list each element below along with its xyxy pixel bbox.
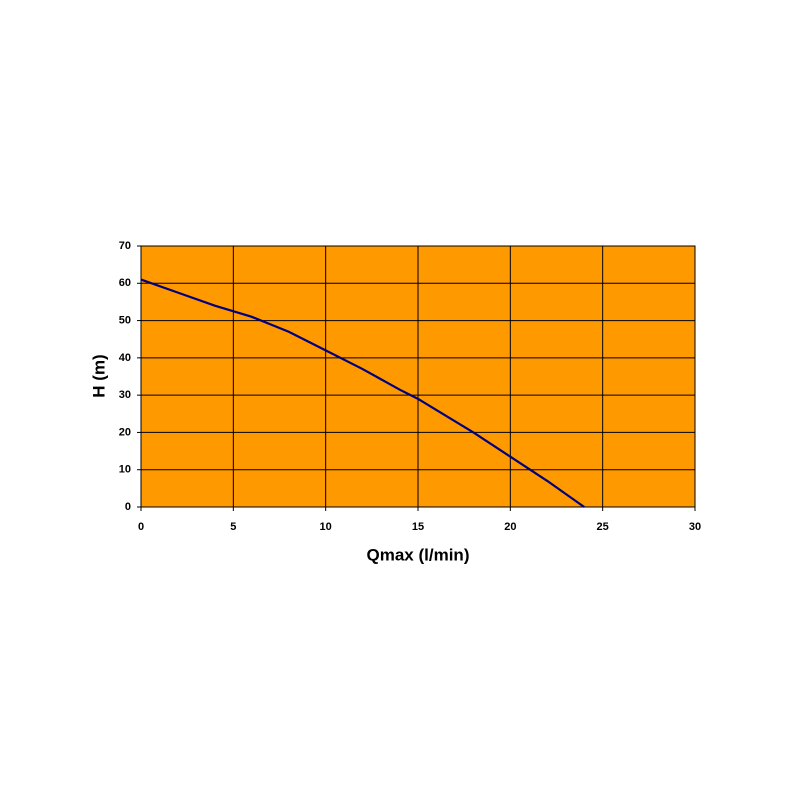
- y-tick-label: 30: [119, 389, 131, 401]
- x-axis-title: Qmax (l/min): [367, 545, 470, 564]
- y-tick-label: 50: [119, 314, 131, 326]
- y-tick-label: 20: [119, 426, 131, 438]
- x-tick-label: 20: [504, 521, 516, 533]
- x-tick-label: 0: [138, 521, 144, 533]
- data-line: [140, 278, 585, 508]
- x-tick-label: 30: [689, 521, 701, 533]
- y-tick-label: 40: [119, 352, 131, 364]
- y-tick-label: 70: [119, 240, 131, 252]
- x-tick-label: 10: [320, 521, 332, 533]
- y-tick-label: 10: [119, 464, 131, 476]
- x-tick-label: 5: [230, 521, 236, 533]
- y-tick-label: 60: [119, 277, 131, 289]
- plot-border: [140, 245, 696, 508]
- x-tick-label: 25: [597, 521, 609, 533]
- y-axis-title: H (m): [89, 354, 108, 397]
- y-tick-label: 0: [125, 501, 131, 513]
- x-tick-label: 15: [412, 521, 424, 533]
